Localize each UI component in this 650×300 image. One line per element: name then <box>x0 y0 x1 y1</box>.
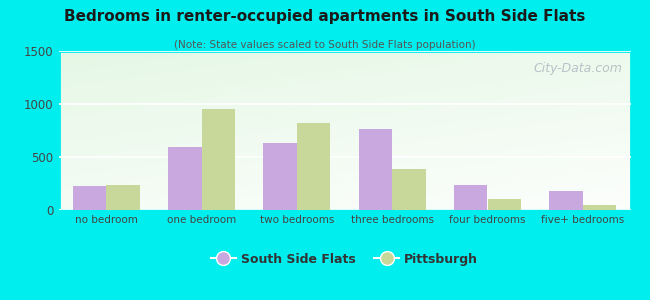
Text: (Note: State values scaled to South Side Flats population): (Note: State values scaled to South Side… <box>174 40 476 50</box>
Bar <box>168 148 202 210</box>
Bar <box>454 184 488 210</box>
Bar <box>202 109 235 210</box>
Bar <box>106 184 140 210</box>
Bar <box>392 169 426 210</box>
Legend: South Side Flats, Pittsburgh: South Side Flats, Pittsburgh <box>206 248 483 271</box>
Bar <box>263 143 297 210</box>
Bar <box>73 186 106 210</box>
Bar <box>488 199 521 210</box>
Text: Bedrooms in renter-occupied apartments in South Side Flats: Bedrooms in renter-occupied apartments i… <box>64 9 586 24</box>
Text: City-Data.com: City-Data.com <box>533 62 622 75</box>
Bar <box>359 129 392 210</box>
Bar <box>549 191 583 210</box>
Bar <box>297 123 330 210</box>
Bar <box>583 205 616 210</box>
